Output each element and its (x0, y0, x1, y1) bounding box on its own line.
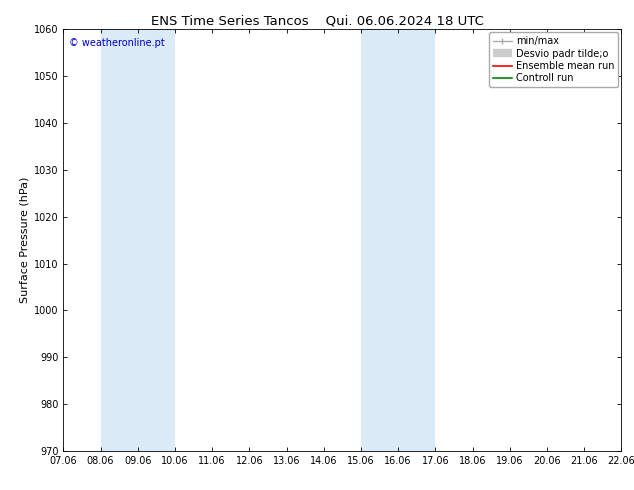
Text: © weatheronline.pt: © weatheronline.pt (69, 38, 165, 48)
Bar (361, 29, 436, 451)
Bar (621, 29, 634, 451)
Bar (101, 29, 175, 451)
Y-axis label: Surface Pressure (hPa): Surface Pressure (hPa) (20, 177, 30, 303)
Legend: min/max, Desvio padr tilde;o, Ensemble mean run, Controll run: min/max, Desvio padr tilde;o, Ensemble m… (489, 32, 618, 87)
Text: ENS Time Series Tancos    Qui. 06.06.2024 18 UTC: ENS Time Series Tancos Qui. 06.06.2024 1… (150, 15, 484, 28)
